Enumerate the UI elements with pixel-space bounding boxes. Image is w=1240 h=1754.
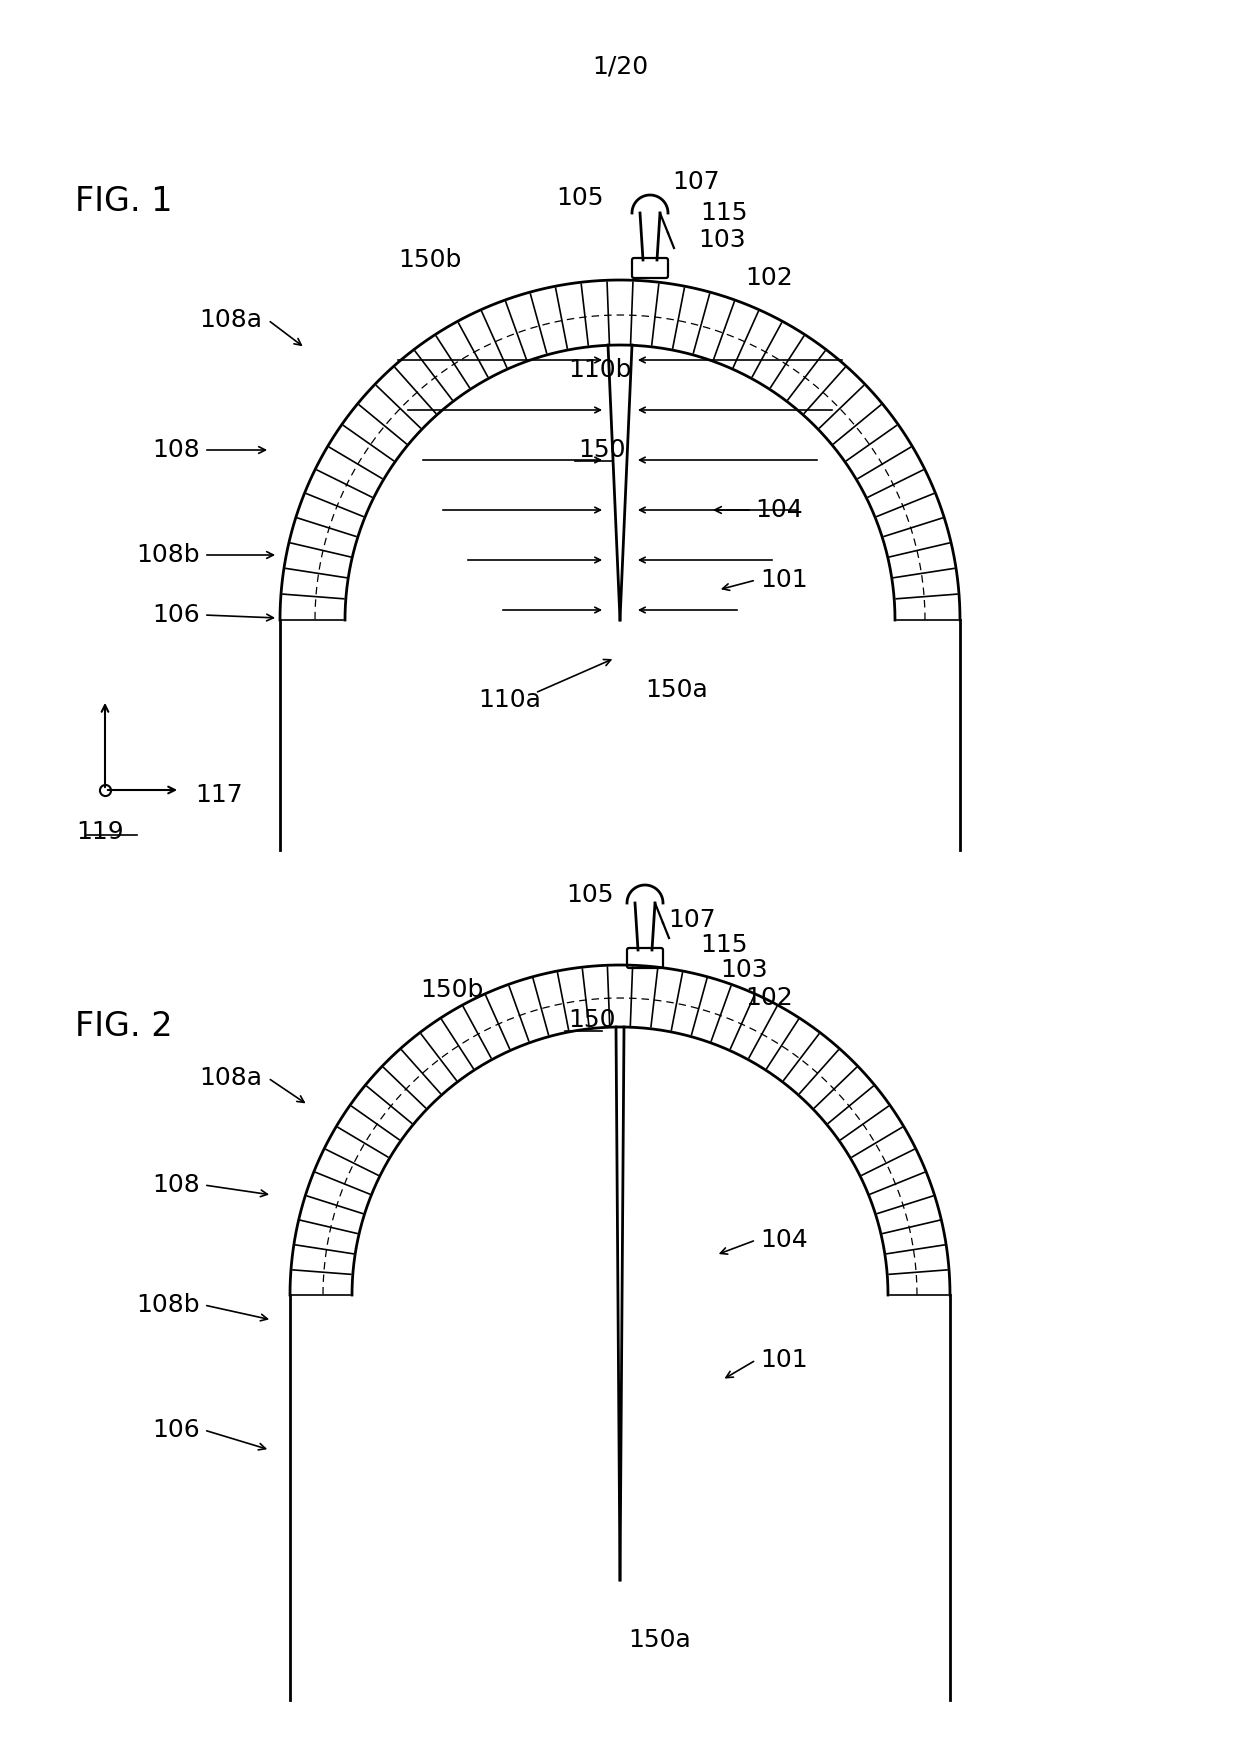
Text: 106: 106 [153,603,200,626]
Text: 104: 104 [755,498,802,523]
Text: 102: 102 [745,267,792,289]
Text: FIG. 1: FIG. 1 [74,184,172,217]
Text: 110b: 110b [568,358,631,382]
Text: 108b: 108b [136,1293,200,1317]
Text: 119: 119 [76,821,124,844]
Text: 108: 108 [153,438,200,461]
Text: 107: 107 [668,909,715,931]
Text: 150: 150 [578,438,625,461]
Text: 150a: 150a [645,679,708,702]
Text: 107: 107 [672,170,719,195]
Text: 103: 103 [720,958,768,982]
Text: 101: 101 [760,1349,807,1372]
Text: 117: 117 [195,782,243,807]
Text: 115: 115 [701,933,748,958]
Text: 108a: 108a [198,1066,262,1089]
Text: 108b: 108b [136,544,200,567]
Text: 150b: 150b [398,247,461,272]
Text: 105: 105 [567,882,614,907]
Text: 105: 105 [557,186,604,210]
FancyBboxPatch shape [632,258,668,277]
Text: 115: 115 [701,202,748,225]
Text: 110a: 110a [479,688,542,712]
Text: 101: 101 [760,568,807,593]
Text: 150a: 150a [627,1628,691,1652]
Text: 104: 104 [760,1228,807,1252]
Text: 1/20: 1/20 [591,54,649,79]
Text: FIG. 2: FIG. 2 [74,1010,172,1044]
Text: 108: 108 [153,1173,200,1196]
Text: 150: 150 [568,1009,615,1031]
Text: 150b: 150b [420,979,484,1002]
FancyBboxPatch shape [627,947,663,968]
Text: 102: 102 [745,986,792,1010]
Text: 106: 106 [153,1417,200,1442]
Text: 103: 103 [698,228,745,253]
Text: 108a: 108a [198,309,262,332]
